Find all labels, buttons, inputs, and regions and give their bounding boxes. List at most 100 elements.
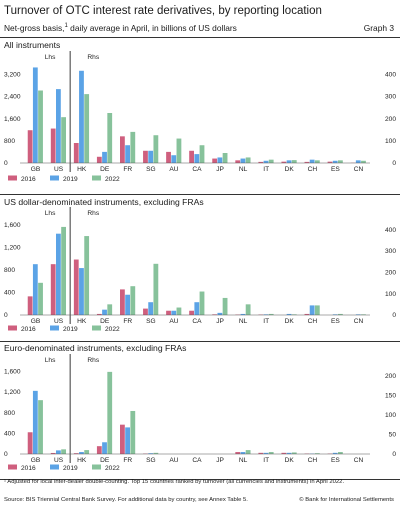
- category-label-CN: CN: [354, 457, 364, 464]
- bar-DK-2019: [286, 452, 292, 454]
- bar-AU-2016: [166, 310, 171, 315]
- left-axis-tick-label: 800: [4, 138, 15, 145]
- legend-swatch-2022: [92, 325, 101, 331]
- bar-CA-2019: [194, 302, 200, 315]
- right-axis-tick-label: 200: [385, 270, 396, 277]
- category-label-DK: DK: [285, 166, 295, 173]
- bar-US-2022: [61, 117, 66, 163]
- bar-DE-2022: [107, 304, 113, 315]
- legend-swatch-2022: [92, 464, 101, 470]
- legend-label-2016: 2016: [21, 326, 36, 333]
- panel-divider: [0, 37, 400, 38]
- right-axis-tick-label: 300: [385, 94, 396, 101]
- legend-swatch-2016: [8, 175, 17, 181]
- bar-FR-2022: [130, 410, 136, 454]
- bar-AU-2019: [171, 310, 177, 315]
- bar-CH-2019: [309, 159, 315, 163]
- category-label-AU: AU: [169, 318, 178, 325]
- bar-DE-2019: [102, 442, 107, 454]
- right-axis-tick-label: 0: [392, 160, 396, 167]
- bar-CA-2022: [199, 145, 205, 163]
- left-axis-tick-label: 1,600: [4, 368, 21, 375]
- bar-HK-2019: [79, 268, 84, 315]
- bar-CA-2016: [189, 150, 194, 163]
- category-label-AU: AU: [169, 166, 178, 173]
- category-label-IT: IT: [263, 166, 269, 173]
- bar-DK-2022: [291, 160, 297, 163]
- source-note: Source: BIS Triennial Central Bank Surve…: [4, 497, 248, 503]
- category-label-ES: ES: [331, 166, 340, 173]
- bar-HK-2022: [84, 94, 90, 163]
- bar-NL-2022: [245, 157, 251, 163]
- bar-NL-2019: [240, 158, 246, 163]
- legend-label-2019: 2019: [63, 326, 78, 333]
- legend-swatch-2016: [8, 325, 17, 331]
- right-axis-tick-label: 100: [385, 291, 396, 298]
- bar-ES-2022: [338, 452, 343, 454]
- bar-GB-2022: [38, 90, 43, 163]
- chart-usd-instruments: 0 400 800 1,200 1,600 0 100 200 300 400 Lhs Rhs GB US…: [4, 207, 396, 333]
- bar-FR-2016: [120, 424, 125, 454]
- bar-US-2016: [50, 128, 56, 163]
- bar-FR-2016: [120, 289, 125, 315]
- category-label-DE: DE: [100, 318, 110, 325]
- category-label-DK: DK: [285, 457, 295, 464]
- legend-label-2022: 2022: [105, 176, 120, 183]
- bar-CA-2022: [199, 291, 205, 315]
- bar-CN-2019: [355, 160, 361, 163]
- bar-CA-2019: [194, 154, 200, 163]
- left-axis-tick-label: 1,600: [4, 222, 21, 229]
- panel-title-usd-instruments: US dollar-denominated instruments, exclu…: [4, 197, 204, 207]
- right-axis-tick-label: 50: [389, 432, 397, 439]
- page-subtitle: Net-gross basis,1 daily average in April…: [4, 23, 237, 33]
- category-label-CN: CN: [354, 166, 364, 173]
- bar-SG-2019: [148, 453, 154, 454]
- category-label-JP: JP: [216, 318, 224, 325]
- bar-US-2022: [61, 449, 66, 454]
- bar-GB-2016: [27, 432, 33, 454]
- category-label-IT: IT: [263, 457, 269, 464]
- bar-IT-2019: [263, 452, 269, 454]
- bar-DE-2016: [96, 156, 102, 163]
- right-axis-tick-label: 100: [385, 412, 396, 419]
- right-axis-tick-label: 200: [385, 116, 396, 123]
- legend-swatch-2019: [50, 325, 59, 331]
- bar-US-2016: [50, 452, 56, 454]
- copyright: © Bank for International Settlements: [299, 497, 394, 503]
- category-label-CA: CA: [192, 457, 202, 464]
- bar-US-2016: [50, 264, 56, 315]
- left-axis-tick-label: 0: [4, 312, 8, 319]
- legend-label-2016: 2016: [21, 176, 36, 183]
- bar-FR-2019: [125, 145, 130, 163]
- panel-divider: [0, 194, 400, 195]
- right-axis-tick-label: 400: [385, 71, 396, 78]
- bar-DE-2019: [102, 151, 107, 163]
- bar-CN-2022: [361, 314, 366, 315]
- bar-DK-2016: [281, 452, 287, 454]
- left-axis-tick-label: 1,200: [4, 389, 21, 396]
- bar-GB-2019: [32, 390, 38, 454]
- bar-NL-2016: [235, 160, 241, 163]
- legend-swatch-2019: [50, 175, 59, 181]
- bar-HK-2022: [84, 236, 90, 315]
- left-axis-tick-label: 400: [4, 290, 15, 297]
- bar-HK-2019: [79, 70, 84, 163]
- chart-all-instruments: 0 800 1,600 2,400 3,200 0 100 200 300 400 Lhs Rhs GB…: [4, 51, 396, 183]
- bar-SG-2019: [148, 150, 154, 163]
- bar-IT-2022: [268, 159, 274, 163]
- bar-SG-2019: [148, 302, 154, 315]
- bar-SG-2022: [153, 263, 159, 315]
- legend-label-2022: 2022: [105, 465, 120, 472]
- rhs-axis-label: Rhs: [87, 54, 99, 61]
- category-label-JP: JP: [216, 166, 224, 173]
- bar-HK-2016: [73, 143, 79, 163]
- bar-DK-2019: [286, 313, 292, 315]
- bar-FR-2022: [130, 131, 136, 163]
- bar-FR-2019: [125, 427, 130, 454]
- category-label-FR: FR: [123, 318, 132, 325]
- bar-JP-2019: [217, 157, 223, 163]
- legend-swatch-2016: [8, 464, 17, 470]
- right-axis-tick-label: 150: [385, 393, 396, 400]
- left-axis-tick-label: 800: [4, 267, 15, 274]
- category-label-DK: DK: [285, 318, 295, 325]
